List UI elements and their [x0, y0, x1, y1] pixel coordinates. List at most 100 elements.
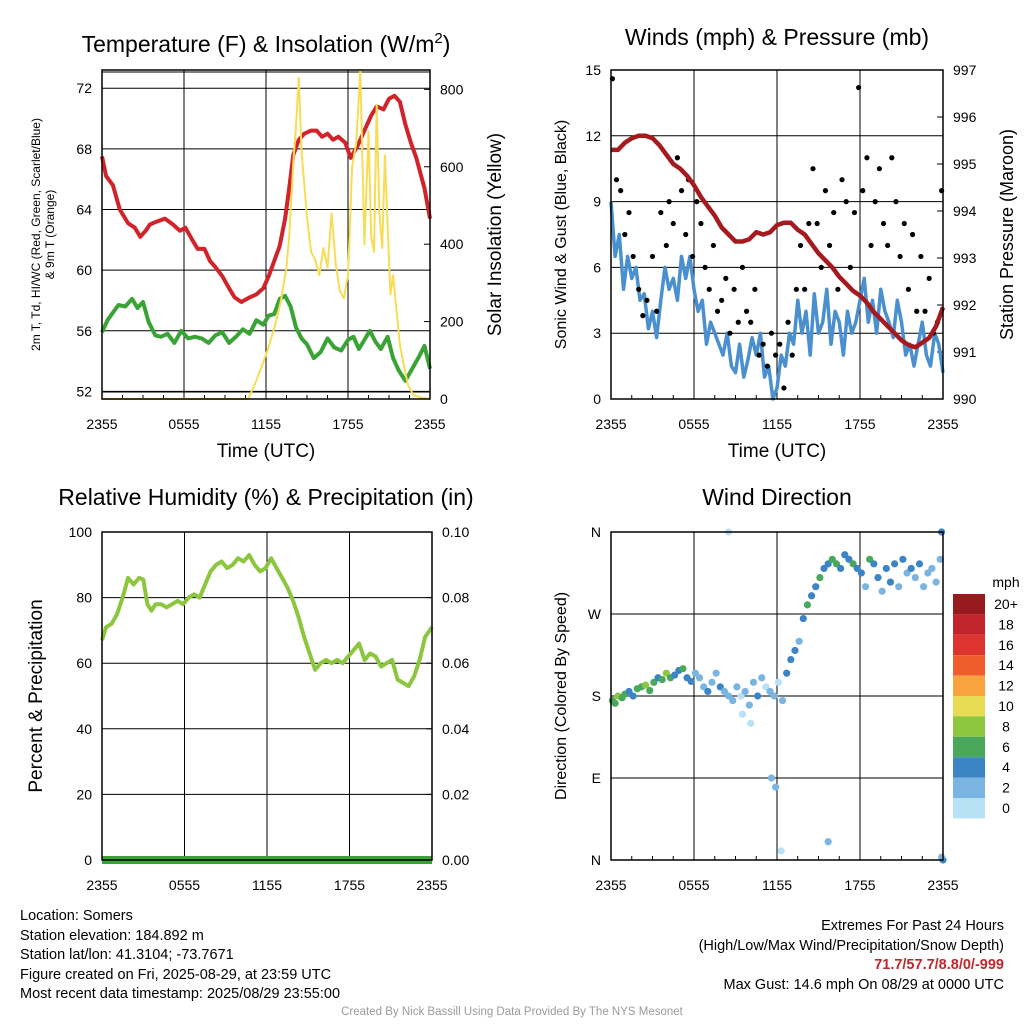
x-tick-label: 1155	[252, 877, 282, 893]
direction-point	[907, 564, 915, 573]
rh-title: Relative Humidity (%) & Precipitation (i…	[58, 484, 473, 510]
x-tick-label: 0555	[168, 416, 199, 432]
colorbar-label: 14	[998, 657, 1014, 673]
direction-point	[899, 555, 907, 563]
colorbar: mph 20+ 18 16 14 12 10 8 6 4 2 0	[953, 574, 1020, 819]
direction-point	[716, 683, 724, 691]
gust-point	[926, 275, 932, 281]
y-tick-label: 72	[76, 80, 92, 96]
gust-point	[843, 199, 849, 205]
y-tick-label: 15	[585, 62, 601, 78]
y-tick-label: 9	[593, 194, 601, 210]
extremes-info: Extremes For Past 24 Hours (High/Low/Max…	[699, 917, 1004, 995]
y-right-tick-label: 0.10	[442, 524, 469, 540]
wind-grid	[610, 69, 944, 400]
gust-point	[864, 155, 870, 161]
gust-point	[739, 264, 746, 270]
series-sonic-wind	[609, 201, 945, 401]
direction-point	[774, 678, 782, 686]
direction-point	[646, 686, 654, 695]
direction-point	[766, 687, 774, 696]
rh-frame	[101, 531, 433, 861]
direction-point	[857, 569, 865, 577]
gust-point	[876, 166, 882, 172]
direction-point	[795, 637, 803, 645]
extremes-values: 71.7/57.7/8.8/0/-999	[874, 957, 1004, 974]
direction-point	[770, 692, 778, 700]
gust-point	[851, 209, 858, 216]
dir-frame	[610, 531, 944, 861]
wind-xlabel: Time (UTC)	[728, 441, 827, 462]
series-station-pressure	[611, 133, 946, 350]
y-tick-label: 100	[69, 524, 93, 540]
gust-point	[764, 363, 770, 369]
gust-point	[793, 286, 799, 292]
gust-point	[797, 242, 804, 249]
direction-point	[629, 692, 637, 700]
gust-point	[640, 313, 646, 319]
gust-point	[831, 209, 837, 216]
gust-point	[727, 330, 733, 336]
gust-point	[756, 352, 762, 358]
gust-point	[630, 253, 636, 260]
direction-point	[807, 592, 816, 600]
colorbar-swatch	[953, 594, 985, 615]
station-location: Location: Somers	[20, 908, 133, 924]
gust-point	[789, 352, 795, 358]
direction-point	[849, 560, 857, 568]
colorbar-label: 4	[1002, 759, 1010, 775]
direction-point	[625, 687, 633, 696]
y-right-tick-label: 800	[440, 81, 464, 97]
direction-point	[824, 560, 832, 568]
y-tick-label: 0	[84, 852, 92, 868]
station-info: Location: Somers Station elevation: 184.…	[20, 907, 340, 1005]
gust-point	[706, 286, 712, 292]
gust-point	[768, 330, 775, 336]
gust-point	[860, 188, 866, 194]
direction-point	[712, 669, 720, 677]
gust-point	[905, 286, 912, 292]
direction-point	[936, 555, 944, 563]
x-tick-label: 2355	[414, 416, 445, 432]
series-direction	[608, 528, 947, 864]
gust-point	[781, 385, 787, 391]
colorbar-swatch	[953, 614, 985, 635]
gust-point	[748, 319, 754, 325]
direction-point	[853, 564, 861, 573]
temp-panel: Temperature (F) & Insolation (W/m2) 2355 0…	[29, 30, 506, 462]
rh-ylabel-left: Percent & Precipitation	[26, 599, 47, 792]
temp-xlabel: Time (UTC)	[217, 441, 316, 462]
gust-point	[613, 177, 620, 183]
x-tick-label: 0555	[678, 877, 709, 893]
y-tick-label: E	[592, 770, 601, 786]
direction-point	[700, 683, 708, 691]
direction-point	[787, 655, 795, 664]
y-right-tick-label: 400	[440, 236, 464, 252]
direction-point	[708, 678, 716, 686]
gust-point	[897, 253, 903, 260]
gust-point	[885, 242, 891, 249]
direction-point	[791, 646, 799, 655]
direction-point	[845, 555, 853, 563]
y-right-tick-label: 0.00	[442, 852, 469, 868]
y-tick-label: 20	[76, 786, 92, 802]
station-elevation: Station elevation: 184.892 m	[20, 927, 204, 944]
colorbar-label: 20+	[994, 596, 1018, 612]
direction-point	[778, 696, 787, 705]
gust-point	[735, 319, 741, 325]
direction-point	[679, 665, 687, 673]
colorbar-label: 10	[998, 698, 1014, 714]
direction-point	[803, 601, 812, 609]
direction-point	[691, 669, 699, 677]
direction-point	[886, 578, 895, 586]
gust-point	[710, 242, 716, 249]
gust-point	[922, 308, 928, 314]
direction-point	[720, 687, 729, 696]
gust-point	[918, 253, 924, 260]
direction-point	[841, 551, 849, 559]
direction-point	[749, 678, 758, 686]
title-close: )	[443, 31, 451, 57]
direction-point	[738, 710, 747, 718]
direction-point	[704, 687, 712, 696]
